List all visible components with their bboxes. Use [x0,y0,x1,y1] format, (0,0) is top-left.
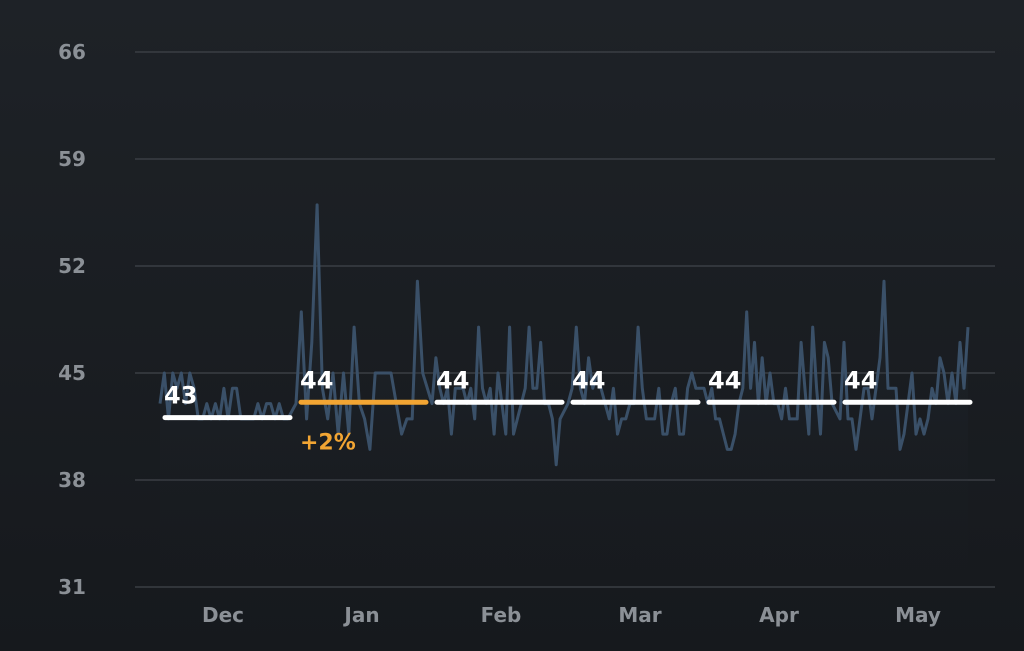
average-layer: 43 44 +2% 44 44 44 44 [162,366,973,455]
average-label-mar: 44 [572,366,605,394]
y-tick-label: 59 [58,147,86,171]
x-tick-label: Feb [481,603,522,627]
y-tick-label: 52 [58,254,86,278]
y-tick-label: 31 [58,575,86,599]
x-tick-label: Mar [618,603,661,627]
x-tick-label: May [895,603,941,627]
average-label-dec: 43 [164,382,197,410]
x-tick-label: Dec [202,603,244,627]
series-area [160,204,968,587]
y-tick-label: 45 [58,361,86,385]
average-label-jan: 44 [300,366,333,394]
x-tick-label: Apr [759,603,799,627]
y-tick-label: 66 [58,40,86,64]
x-tick-label: Jan [342,603,379,627]
x-axis: Dec Jan Feb Mar Apr May [202,603,941,627]
average-label-may: 44 [844,366,877,394]
change-label: +2% [300,430,356,455]
average-label-feb: 44 [436,366,469,394]
average-label-apr: 44 [708,366,741,394]
area-layer [160,204,968,587]
y-tick-label: 38 [58,468,86,492]
